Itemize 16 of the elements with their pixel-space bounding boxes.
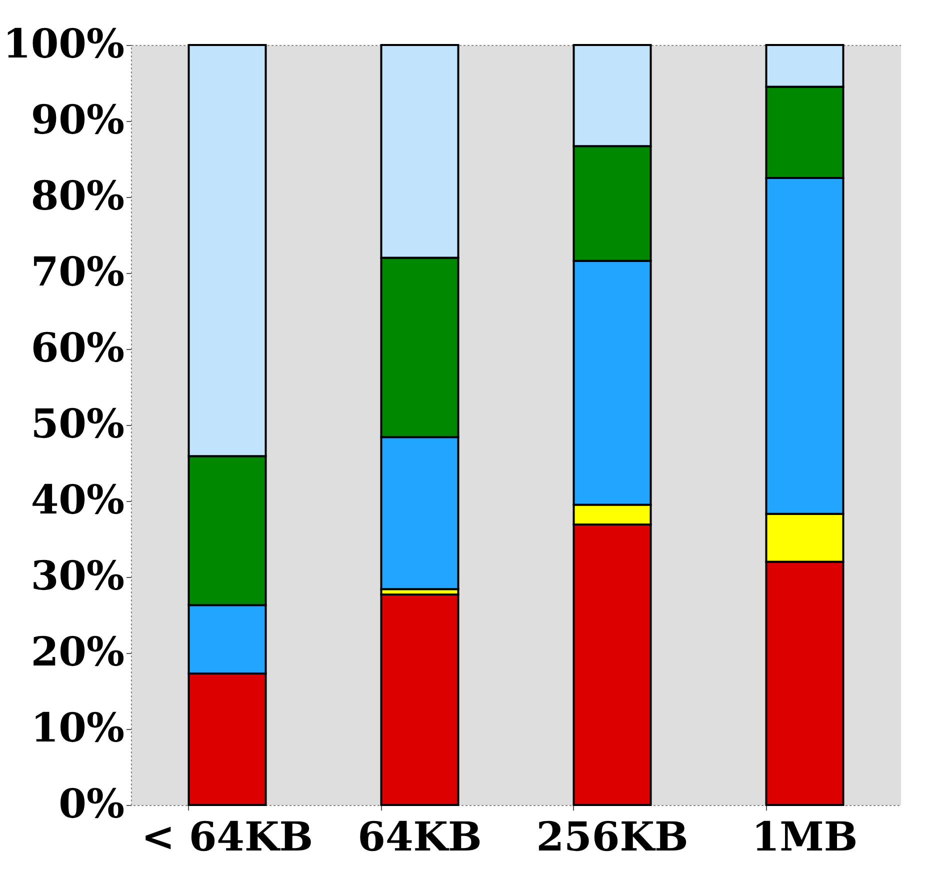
x-tick-label: 256KB <box>536 814 688 860</box>
y-tick-label: 10% <box>30 704 124 752</box>
y-tick-label: 90% <box>30 96 124 144</box>
y-tick-label: 50% <box>30 400 124 448</box>
x-tick-label: < 64KB <box>141 814 314 860</box>
y-tick-label: 40% <box>30 476 124 524</box>
y-tick-label: 60% <box>30 324 124 372</box>
y-tick-label: 30% <box>30 552 124 600</box>
x-tick-label: 1MB <box>752 814 858 860</box>
y-tick-label: 70% <box>30 248 124 296</box>
bar <box>380 593 460 806</box>
y-tick-label: 20% <box>30 628 124 676</box>
x-tick-label: 64KB <box>358 814 482 860</box>
y-tick-label: 0% <box>58 780 124 828</box>
y-tick-label: 100% <box>2 20 124 68</box>
y-tick-label: 80% <box>30 172 124 220</box>
